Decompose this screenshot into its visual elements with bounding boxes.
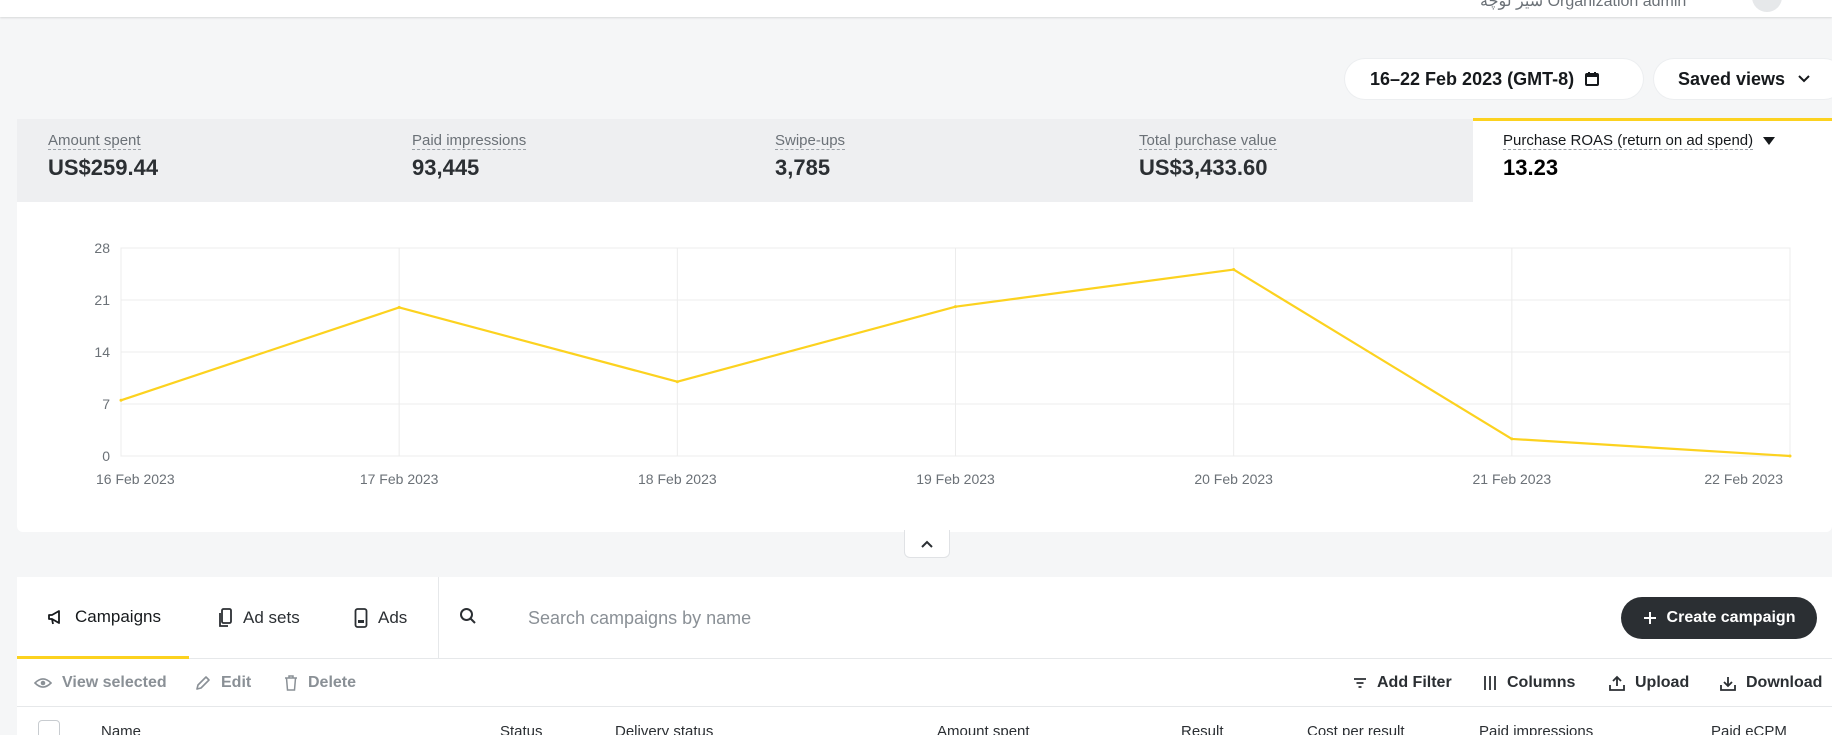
upload-icon	[1609, 675, 1625, 691]
campaigns-table-header: Name Status Delivery status Amount spent…	[17, 707, 1832, 735]
search-icon	[459, 607, 477, 625]
data-point	[675, 380, 679, 384]
trash-icon	[284, 675, 298, 691]
plus-icon	[1643, 611, 1657, 625]
tab-ad-sets[interactable]: Ad sets	[217, 577, 300, 659]
metrics-summary-bar: Amount spent US$259.44 Paid impressions …	[17, 118, 1832, 202]
edit-button[interactable]: Edit	[195, 659, 251, 707]
column-header-name[interactable]: Name	[101, 723, 142, 735]
metric-value: 3,785	[775, 155, 831, 180]
metric-label: Swipe-ups	[775, 132, 846, 150]
bulk-actions-bar: View selected Edit Delete Add Filter Col…	[17, 659, 1832, 707]
y-tick-label: 7	[102, 396, 110, 412]
x-tick-label: 18 Feb 2023	[638, 471, 717, 487]
action-label: View selected	[62, 674, 167, 691]
tab-label: Campaigns	[75, 606, 161, 626]
metric-total-purchase-value[interactable]: Total purchase value US$3,433.60	[1139, 119, 1479, 202]
column-header-paid-ecpm[interactable]: Paid eCPM	[1711, 723, 1787, 735]
collapse-chart-button[interactable]	[904, 530, 950, 558]
metric-value: US$3,433.60	[1139, 155, 1268, 180]
metric-purchase-roas[interactable]: Purchase ROAS (return on ad spend) 13.23	[1473, 118, 1832, 202]
top-navigation-bar: شیر لوچه Organization admin	[0, 0, 1832, 17]
upload-button[interactable]: Upload	[1609, 659, 1689, 707]
add-filter-button[interactable]: Add Filter	[1353, 659, 1452, 707]
column-header-amount-spent[interactable]: Amount spent	[937, 723, 1030, 735]
entity-toolbar: Campaigns Ad sets Ads Create campaign	[17, 577, 1832, 659]
action-label: Download	[1746, 674, 1823, 691]
column-header-delivery-status[interactable]: Delivery status	[615, 723, 714, 735]
tab-label: Ads	[378, 608, 408, 627]
date-range-picker[interactable]: 16–22 Feb 2023 (GMT-8)	[1345, 59, 1643, 99]
data-point	[954, 305, 957, 309]
action-label: Delete	[308, 674, 357, 691]
action-label: Upload	[1635, 674, 1690, 691]
metric-value: 93,445	[412, 155, 480, 180]
x-tick-label: 19 Feb 2023	[916, 471, 995, 487]
search-input[interactable]	[528, 601, 1428, 635]
download-icon	[1720, 675, 1736, 691]
metric-value: 13.23	[1503, 155, 1559, 180]
columns-icon	[1483, 675, 1497, 691]
tab-label: Ad sets	[243, 608, 300, 627]
phone-ad-icon	[354, 608, 368, 628]
organization-role-text: شیر لوچه Organization admin	[1480, 0, 1687, 10]
metric-chart-card: 0 7 14 21 28 16 Feb 2023 17 Feb 2023 18 Feb 202…	[17, 202, 1832, 532]
x-tick-label: 22 Feb 2023	[1704, 471, 1783, 487]
saved-views-dropdown[interactable]: Saved views	[1654, 59, 1832, 99]
divider	[438, 577, 439, 659]
action-label: Add Filter	[1377, 674, 1452, 691]
caret-down-icon[interactable]	[1763, 136, 1776, 145]
calendar-icon	[1584, 71, 1600, 87]
metric-paid-impressions[interactable]: Paid impressions 93,445	[412, 119, 752, 202]
create-campaign-label: Create campaign	[1666, 609, 1796, 626]
data-point	[1510, 437, 1514, 441]
y-tick-label: 14	[94, 344, 110, 360]
chevron-down-icon	[1797, 74, 1811, 84]
data-point	[1232, 268, 1236, 272]
create-campaign-button[interactable]: Create campaign	[1621, 597, 1817, 639]
action-label: Edit	[221, 674, 252, 691]
megaphone-icon	[47, 608, 65, 626]
tab-ads[interactable]: Ads	[354, 577, 407, 659]
y-tick-label: 0	[102, 448, 110, 464]
metric-value: US$259.44	[48, 155, 159, 180]
metric-label: Amount spent	[48, 132, 141, 150]
eye-icon	[34, 677, 52, 689]
column-header-result[interactable]: Result	[1181, 723, 1224, 735]
x-tick-label: 21 Feb 2023	[1473, 471, 1552, 487]
data-point	[397, 305, 401, 309]
columns-button[interactable]: Columns	[1483, 659, 1575, 707]
line-chart: 0 7 14 21 28 16 Feb 2023 17 Feb 2023 18 Feb 202…	[94, 240, 1792, 487]
y-tick-label: 21	[94, 292, 110, 308]
y-tick-label: 28	[94, 240, 110, 256]
column-header-cost-per-result[interactable]: Cost per result	[1307, 723, 1405, 735]
metric-amount-spent[interactable]: Amount spent US$259.44	[48, 119, 388, 202]
avatar[interactable]	[1752, 0, 1782, 12]
metric-label: Purchase ROAS (return on ad spend)	[1503, 132, 1754, 150]
metric-swipe-ups[interactable]: Swipe-ups 3,785	[775, 119, 1115, 202]
action-label: Columns	[1507, 674, 1576, 691]
filter-icon	[1353, 677, 1367, 689]
view-selected-button[interactable]: View selected	[34, 659, 167, 707]
copy-phone-icon	[217, 608, 233, 628]
metric-label: Paid impressions	[412, 132, 527, 150]
saved-views-label: Saved views	[1678, 68, 1786, 89]
x-tick-label: 17 Feb 2023	[360, 471, 439, 487]
delete-button[interactable]: Delete	[284, 659, 356, 707]
pencil-icon	[195, 675, 211, 691]
metric-label: Total purchase value	[1139, 132, 1277, 150]
date-range-label: 16–22 Feb 2023 (GMT-8)	[1370, 68, 1575, 89]
column-header-paid-impressions[interactable]: Paid impressions	[1479, 723, 1594, 735]
data-point	[1788, 454, 1792, 458]
download-button[interactable]: Download	[1720, 659, 1822, 707]
data-point	[119, 398, 123, 402]
x-tick-label: 20 Feb 2023	[1194, 471, 1273, 487]
chevron-up-icon	[921, 540, 933, 548]
select-all-checkbox[interactable]	[38, 720, 60, 735]
column-header-status[interactable]: Status	[500, 723, 543, 735]
x-tick-label: 16 Feb 2023	[96, 471, 175, 487]
tab-campaigns[interactable]: Campaigns	[17, 577, 189, 659]
